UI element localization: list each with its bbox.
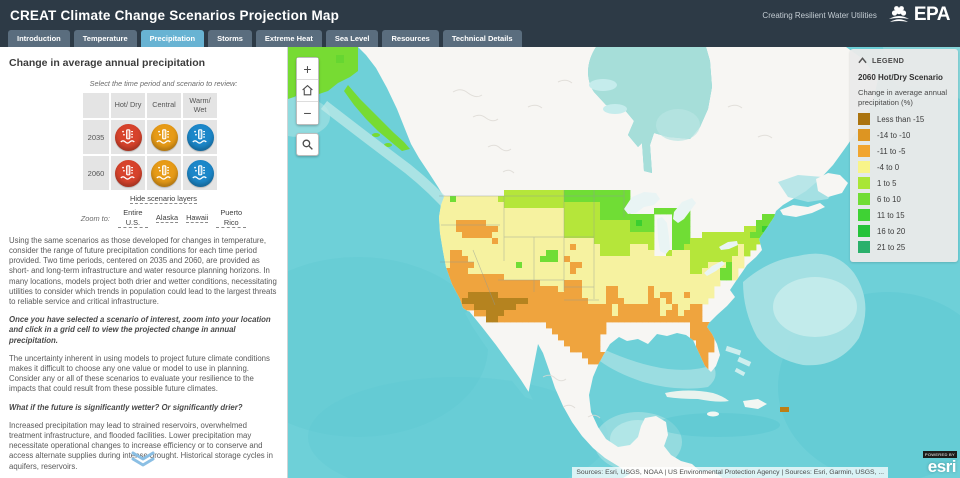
tab-extreme-heat[interactable]: Extreme Heat	[255, 30, 322, 47]
epa-flower-icon	[888, 6, 909, 22]
row-label-2035: 2035	[83, 120, 109, 154]
tab-sea-level[interactable]: Sea Level	[325, 30, 379, 47]
sidebar: Change in average annual precipitation S…	[0, 47, 288, 478]
rain-gauge-icon	[120, 129, 135, 144]
legend-header[interactable]: LEGEND	[858, 56, 950, 65]
zoom-in-button[interactable]: +	[297, 58, 318, 80]
home-button[interactable]	[297, 80, 318, 102]
legend-swatch	[858, 161, 870, 173]
map-canvas[interactable]: + − LEGEND 2060 Hot/Dry Scenario Change …	[288, 47, 960, 478]
chevron-up-icon	[858, 57, 867, 64]
tab-bar: Introduction Temperature Precipitation S…	[0, 30, 960, 47]
legend-panel: LEGEND 2060 Hot/Dry Scenario Change in a…	[850, 49, 958, 262]
map-image	[288, 47, 960, 478]
zoom-to-label: Zoom to:	[80, 213, 110, 223]
attribution-text: Sources: Esri, USGS, NOAA | US Environme…	[576, 469, 884, 476]
esri-logo-text: esri	[927, 457, 957, 476]
extra-precipitation-cells	[780, 407, 789, 412]
legend-item: 11 to 15	[858, 209, 950, 221]
question-paragraph: What if the future is significantly wett…	[9, 402, 243, 412]
zoom-out-button[interactable]: −	[297, 102, 318, 124]
legend-swatch	[858, 145, 870, 157]
rain-gauge-icon	[156, 129, 171, 144]
legend-swatch	[858, 177, 870, 189]
legend-swatch	[858, 225, 870, 237]
impacts-paragraph: Increased precipitation may lead to stra…	[9, 420, 273, 471]
precipitation-cells	[438, 190, 781, 377]
legend-item: Less than -15	[858, 113, 950, 125]
hide-scenario-layers-link[interactable]: Hide scenario layers	[130, 194, 197, 205]
sidebar-heading: Change in average annual precipitation	[9, 57, 206, 69]
search-button[interactable]	[296, 133, 319, 156]
scenario-2035-warm-wet-button[interactable]	[186, 123, 214, 151]
row-label-2060: 2060	[83, 156, 109, 190]
tab-technical-details[interactable]: Technical Details	[442, 30, 522, 47]
scenario-2035-central-button[interactable]	[150, 123, 178, 151]
legend-item: -14 to -10	[858, 129, 950, 141]
legend-item: -4 to 0	[858, 161, 950, 173]
legend-item: 16 to 20	[858, 225, 950, 237]
legend-item: 1 to 5	[858, 177, 950, 189]
scenario-2060-central-button[interactable]	[150, 159, 178, 187]
puerto-rico-cell	[780, 407, 789, 412]
tab-temperature[interactable]: Temperature	[73, 30, 137, 47]
epa-logo: EPA	[887, 4, 951, 26]
search-icon	[302, 139, 313, 150]
intro-paragraph: Using the same scenarios as those develo…	[9, 235, 277, 306]
legend-subtitle: Change in average annual precipitation (…	[858, 88, 948, 107]
zoom-puerto-rico-link[interactable]: Puerto Rico	[216, 208, 247, 228]
rain-gauge-icon	[192, 165, 207, 180]
legend-item: -11 to -5	[858, 145, 950, 157]
plus-icon: +	[303, 60, 312, 77]
scenario-2060-hot-dry-button[interactable]	[114, 159, 142, 187]
legend-scenario: 2060 Hot/Dry Scenario	[858, 73, 943, 82]
map-zoom-controls: + −	[296, 57, 319, 125]
zoom-alaska-link[interactable]: Alaska	[155, 212, 179, 224]
tab-storms[interactable]: Storms	[208, 30, 252, 47]
scenario-prompt: Select the time period and scenario to r…	[89, 79, 238, 88]
header: CREAT Climate Change Scenarios Projectio…	[0, 0, 960, 30]
rain-gauge-icon	[192, 129, 207, 144]
minus-icon: −	[303, 105, 312, 121]
zoom-entire-us-link[interactable]: Entire U.S.	[117, 208, 148, 228]
instruction-paragraph: Once you have selected a scenario of int…	[9, 315, 271, 345]
map-attribution: Sources: Esri, USGS, NOAA | US Environme…	[572, 467, 888, 478]
legend-swatch	[858, 241, 870, 253]
zoom-hawaii-link[interactable]: Hawaii	[186, 212, 209, 224]
col-header-warm-wet: Warm/ Wet	[183, 93, 217, 118]
tagline: Creating Resilient Water Utilities	[762, 10, 877, 20]
esri-logo: POWERED BY esri	[890, 451, 960, 478]
legend-swatch	[858, 129, 870, 141]
scenario-table-corner	[83, 93, 109, 118]
home-icon	[302, 84, 313, 96]
uncertainty-paragraph: The uncertainty inherent in using models…	[9, 353, 270, 394]
tab-resources[interactable]: Resources	[382, 30, 439, 47]
tab-introduction[interactable]: Introduction	[8, 30, 70, 47]
epa-logo-text: EPA	[913, 4, 951, 25]
col-header-central: Central	[147, 93, 181, 118]
rain-gauge-icon	[120, 165, 135, 180]
legend-item: 21 to 25	[858, 241, 950, 253]
scenario-table: Hot/ Dry Central Warm/ Wet 2035	[81, 91, 219, 192]
tab-precipitation[interactable]: Precipitation	[140, 30, 205, 47]
scroll-down-chevron-icon[interactable]	[130, 451, 156, 472]
legend-swatch	[858, 193, 870, 205]
col-header-hot-dry: Hot/ Dry	[111, 93, 145, 118]
scenario-2035-hot-dry-button[interactable]	[114, 123, 142, 151]
rain-gauge-icon	[156, 165, 171, 180]
scenario-2060-warm-wet-button[interactable]	[186, 159, 214, 187]
powered-by-label: POWERED BY	[922, 451, 957, 458]
page-title: CREAT Climate Change Scenarios Projectio…	[10, 7, 340, 23]
legend-items: Less than -15 -14 to -10 -11 to -5 -4 to…	[858, 113, 950, 253]
legend-item: 6 to 10	[858, 193, 950, 205]
legend-swatch	[858, 113, 870, 125]
legend-title: LEGEND	[872, 56, 905, 65]
legend-swatch	[858, 209, 870, 221]
